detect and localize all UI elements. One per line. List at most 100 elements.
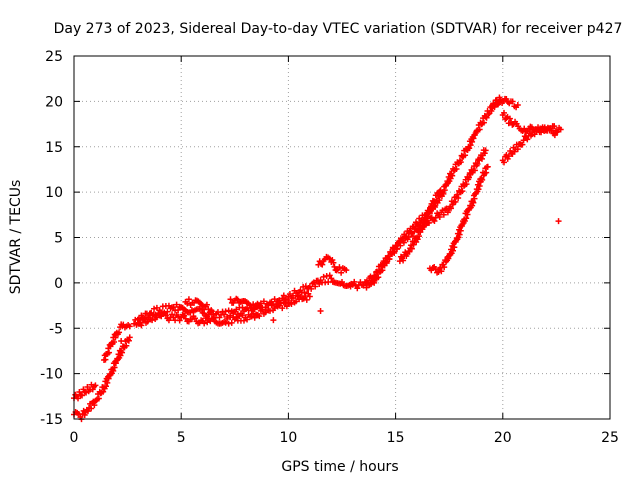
data-point — [506, 115, 513, 122]
data-point — [383, 260, 390, 267]
x-tick-label: 10 — [279, 430, 297, 446]
data-point — [271, 305, 278, 312]
y-tick-label: -15 — [40, 412, 63, 428]
data-point — [181, 312, 188, 319]
data-point — [478, 155, 485, 162]
data-point — [110, 367, 117, 374]
data-point — [279, 305, 286, 312]
data-point — [175, 307, 182, 314]
data-point — [354, 285, 361, 292]
data-point — [236, 313, 243, 320]
data-point — [408, 245, 415, 252]
data-point — [470, 199, 477, 206]
data-point — [306, 293, 313, 300]
y-tick-label: 20 — [45, 94, 63, 110]
data-point — [283, 303, 290, 310]
data-point — [483, 114, 490, 121]
data-point — [386, 256, 393, 263]
data-point — [283, 296, 290, 303]
data-point — [208, 307, 215, 314]
data-point — [267, 307, 274, 314]
data-point — [485, 111, 492, 118]
data-point — [462, 152, 469, 159]
data-point — [505, 153, 512, 160]
data-point — [338, 269, 345, 276]
y-axis-label: SDTVAR / TECUs — [8, 180, 24, 295]
x-tick-label: 5 — [177, 430, 186, 446]
data-point — [153, 314, 160, 321]
data-point — [102, 356, 109, 363]
data-point — [205, 306, 212, 313]
y-tick-label: -5 — [49, 321, 63, 337]
data-point — [227, 296, 234, 303]
data-point — [319, 261, 326, 268]
data-point — [280, 292, 287, 299]
data-point — [286, 290, 293, 297]
data-point — [312, 283, 319, 290]
data-points — [71, 94, 564, 423]
data-point — [504, 155, 511, 162]
data-point — [429, 205, 436, 212]
data-point — [476, 182, 483, 189]
data-point — [116, 329, 123, 336]
data-point — [224, 315, 231, 322]
data-point — [81, 411, 88, 418]
x-tick-label: 25 — [601, 430, 619, 446]
data-point — [481, 150, 488, 157]
data-point — [162, 312, 169, 319]
data-point — [524, 136, 531, 143]
data-point — [435, 193, 442, 200]
data-point — [509, 121, 516, 128]
data-point — [440, 190, 447, 197]
data-point — [222, 319, 229, 326]
data-point — [452, 198, 459, 205]
data-point — [118, 337, 125, 344]
data-point — [320, 273, 327, 280]
x-axis-label: GPS time / hours — [281, 459, 398, 475]
data-point — [363, 284, 370, 291]
data-point — [514, 102, 521, 109]
data-point — [333, 267, 340, 274]
data-point — [270, 317, 277, 324]
data-point — [436, 188, 443, 195]
data-point — [400, 257, 407, 264]
data-point — [500, 109, 507, 116]
data-point — [308, 285, 315, 292]
data-point — [251, 314, 258, 321]
y-tick-label: 5 — [54, 231, 63, 247]
data-point — [293, 298, 300, 305]
data-point — [483, 169, 490, 176]
data-point — [102, 383, 109, 390]
data-point — [203, 301, 210, 308]
data-point — [100, 388, 107, 395]
data-point — [554, 128, 561, 135]
data-point — [201, 320, 208, 327]
data-point — [199, 302, 206, 309]
data-point — [164, 308, 171, 315]
data-point — [467, 142, 474, 149]
x-tick-label: 15 — [387, 430, 405, 446]
data-point — [233, 306, 240, 313]
data-point — [509, 98, 516, 105]
data-point — [125, 337, 132, 344]
data-point — [204, 319, 211, 326]
data-point — [176, 317, 183, 324]
data-point — [491, 103, 498, 110]
data-point — [185, 296, 192, 303]
data-point — [288, 300, 295, 307]
y-tick-label: -10 — [40, 367, 63, 383]
data-point — [400, 239, 407, 246]
data-point — [175, 313, 182, 320]
data-point — [397, 242, 404, 249]
data-point — [225, 307, 232, 314]
data-point — [447, 205, 454, 212]
data-point — [433, 197, 440, 204]
data-point — [557, 126, 564, 133]
data-point — [484, 163, 491, 170]
data-point — [471, 167, 478, 174]
data-point — [514, 146, 521, 153]
data-point — [351, 278, 358, 285]
data-point — [476, 126, 483, 133]
data-point — [138, 322, 145, 329]
x-tick-label: 20 — [494, 430, 512, 446]
